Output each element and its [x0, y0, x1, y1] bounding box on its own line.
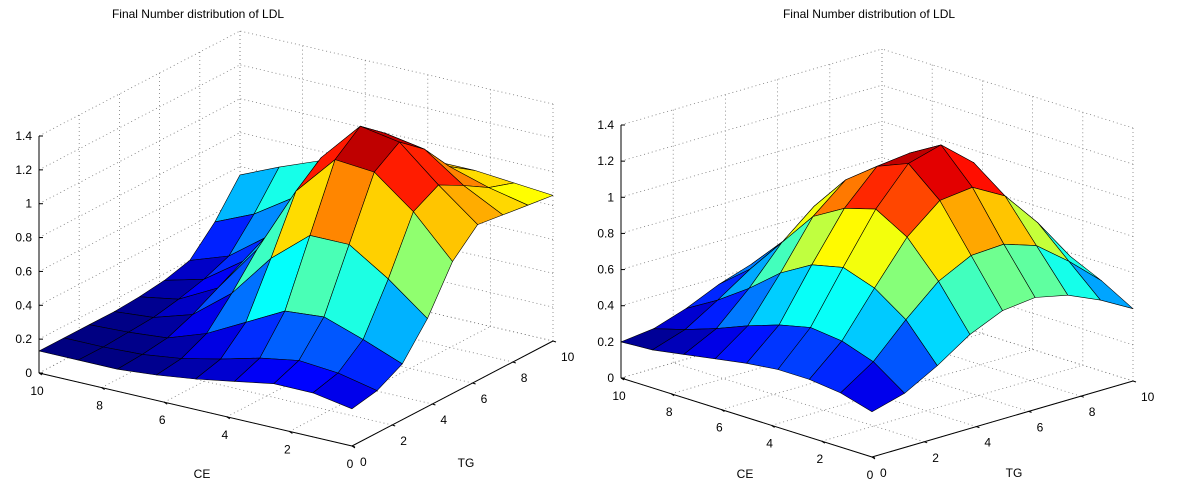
y-tick-mark: [552, 340, 557, 343]
x-tick-label: 0: [347, 457, 354, 471]
grid-line: [239, 98, 554, 173]
y-tick-mark: [472, 382, 476, 385]
x-tick-label: 2: [816, 452, 823, 466]
y-tick-label: 8: [521, 371, 528, 385]
x-tick-mark: [101, 387, 105, 391]
grid-line: [881, 48, 1134, 129]
y-tick-label: 6: [1037, 420, 1044, 434]
grid-line: [620, 48, 883, 126]
y-tick-label: 6: [481, 392, 488, 406]
y-tick-label: 4: [440, 413, 447, 427]
z-tick-label: 1.4: [597, 118, 614, 132]
y-tick-mark: [392, 424, 396, 427]
y-tick-label: 10: [1141, 390, 1155, 404]
y-axis-line: [871, 380, 1134, 458]
x-tick-label: 10: [612, 389, 626, 403]
surface-facet: [840, 361, 905, 413]
y-tick-mark: [976, 426, 980, 429]
chart-title: Final Number distribution of LDL: [783, 7, 955, 21]
grid-line: [239, 30, 554, 105]
grid-line: [38, 132, 241, 238]
y-tick-mark: [1028, 410, 1032, 413]
x-axis-line: [38, 372, 353, 447]
z-tick-label: 0.6: [597, 263, 614, 277]
grid-line: [79, 351, 393, 426]
surface-mesh: [38, 125, 554, 410]
y-axis-label: TG: [1006, 466, 1023, 480]
y-tick-label: 10: [561, 350, 575, 364]
grid-line: [38, 98, 241, 205]
x-tick-mark: [670, 393, 675, 397]
y-tick-mark: [351, 445, 356, 448]
z-tick-label: 0.6: [15, 264, 32, 278]
y-tick-mark: [924, 441, 928, 444]
x-axis-line: [620, 377, 873, 458]
x-tick-mark: [226, 416, 231, 420]
x-tick-mark: [289, 430, 293, 434]
y-tick-mark: [512, 361, 516, 364]
z-tick-label: 0.2: [15, 332, 32, 346]
z-tick-label: 0.8: [15, 231, 32, 245]
y-axis-label: TG: [458, 456, 475, 470]
z-tick-label: 0.4: [15, 298, 32, 312]
x-axis-label: CE: [194, 467, 211, 481]
axes-box: [620, 124, 1137, 460]
x-tick-label: 6: [716, 421, 723, 435]
grid-line: [38, 64, 241, 171]
x-tick-label: 8: [96, 399, 103, 413]
y-tick-mark: [1080, 395, 1084, 398]
z-tick-label: 1: [25, 197, 32, 211]
y-axis-line: [351, 340, 554, 447]
x-tick-mark: [721, 409, 725, 413]
grid-line: [620, 84, 883, 162]
grid-line: [38, 199, 241, 306]
x-tick-label: 4: [221, 428, 228, 442]
x-tick-mark: [821, 440, 826, 444]
x-tick-label: 8: [666, 405, 673, 419]
z-tick-label: 1: [607, 190, 614, 204]
z-tick-label: 0: [607, 371, 614, 385]
chart-title: Final Number distribution of LDL: [112, 7, 284, 21]
axes-box: [38, 135, 557, 449]
z-tick-label: 0: [25, 366, 32, 380]
grid-line: [38, 30, 241, 137]
x-tick-mark: [771, 424, 775, 428]
surface-mesh: [620, 144, 1134, 413]
y-tick-label: 0: [360, 455, 367, 469]
x-tick-label: 2: [284, 442, 291, 456]
y-tick-label: 0: [880, 466, 887, 480]
y-tick-mark: [1132, 380, 1137, 383]
x-tick-mark: [163, 401, 168, 405]
z-tick-label: 1.4: [15, 129, 32, 143]
x-axis-label: CE: [737, 467, 754, 481]
y-tick-mark: [432, 403, 436, 406]
y-tick-mark: [871, 456, 876, 459]
z-tick-label: 1.2: [597, 154, 614, 168]
y-tick-label: 2: [400, 434, 407, 448]
z-tick-label: 0.8: [597, 226, 614, 240]
z-tick-label: 0.2: [597, 335, 614, 349]
y-tick-label: 8: [1089, 405, 1096, 419]
x-tick-label: 0: [867, 468, 874, 482]
z-tick-label: 1.2: [15, 163, 32, 177]
grid-line: [38, 166, 241, 272]
x-tick-label: 10: [30, 384, 44, 398]
y-tick-label: 4: [984, 436, 991, 450]
grid-line: [289, 326, 491, 432]
x-tick-label: 4: [766, 436, 773, 450]
grid-line: [239, 64, 554, 139]
x-tick-label: 6: [159, 413, 166, 427]
y-tick-label: 2: [932, 451, 939, 465]
surface-facet: [312, 372, 378, 410]
z-tick-label: 0.4: [597, 299, 614, 313]
